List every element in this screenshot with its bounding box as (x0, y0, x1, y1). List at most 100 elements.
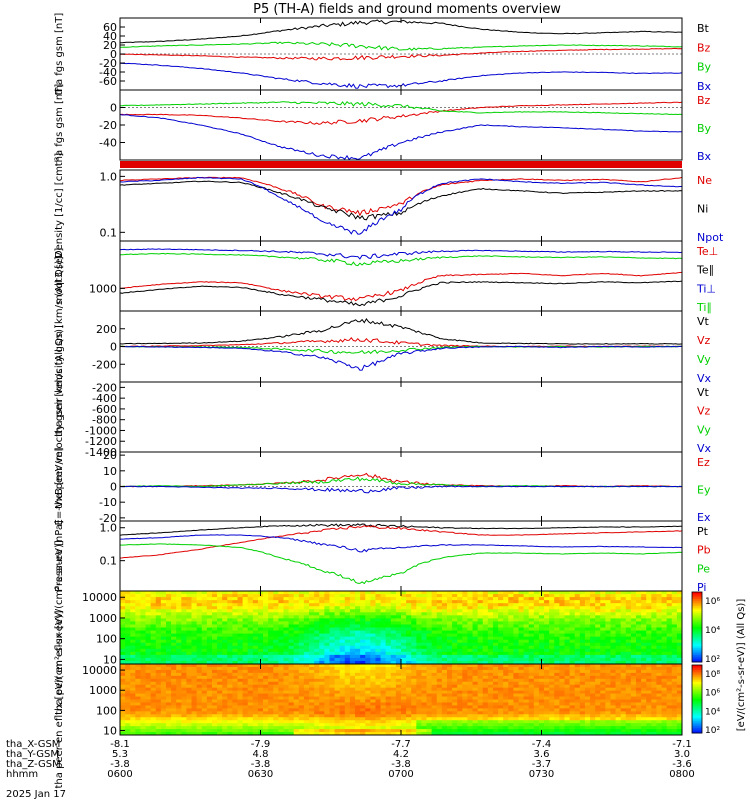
heatmap-cell (227, 681, 233, 686)
heatmap-cell (574, 633, 581, 638)
heatmap-cell (411, 732, 417, 736)
heatmap-cell (365, 618, 371, 622)
heatmap-cell (242, 681, 249, 686)
heatmap-cell (528, 672, 535, 677)
heatmap-cell (564, 639, 570, 644)
heatmap-cell (487, 648, 494, 653)
heatmap-cell (252, 606, 259, 610)
heatmap-cell (503, 606, 509, 610)
heatmap-cell (191, 633, 198, 638)
heatmap-cell (288, 717, 295, 721)
heatmap-cell (196, 660, 203, 665)
heatmap-cell (150, 648, 157, 653)
heatmap-cell (482, 723, 489, 727)
heatmap-cell (656, 627, 662, 631)
heatmap-cell (130, 651, 136, 656)
heatmap-cell (615, 636, 622, 641)
heatmap-cell (492, 636, 499, 641)
heatmap-cell (120, 717, 126, 721)
heatmap-cell (426, 591, 433, 595)
heatmap-cell (452, 708, 458, 712)
heatmap-cell (222, 723, 228, 727)
heatmap-cell (349, 627, 356, 631)
heatmap-cell (426, 639, 433, 644)
series-line-By (120, 41, 683, 51)
heatmap-cell (641, 633, 647, 638)
heatmap-cell (344, 603, 351, 607)
heatmap-cell (120, 699, 126, 703)
heatmap-cell (227, 690, 233, 694)
heatmap-cell (191, 666, 198, 671)
heatmap-cell (620, 639, 627, 644)
heatmap-cell (360, 609, 366, 613)
heatmap-cell (431, 726, 438, 730)
heatmap-cell (518, 651, 525, 656)
heatmap-cell (390, 627, 397, 631)
heatmap-cell (334, 666, 341, 671)
heatmap-cell (477, 726, 484, 730)
series-line-Vx (119, 345, 682, 371)
heatmap-cell (171, 666, 177, 671)
heatmap-cell (125, 615, 131, 619)
heatmap-cell (380, 687, 387, 692)
heatmap-cell (232, 606, 238, 610)
heatmap-cell (518, 681, 525, 686)
heatmap-cell (227, 657, 233, 662)
heatmap-cell (395, 666, 402, 671)
heatmap-cell (206, 675, 213, 680)
heatmap-cell (283, 660, 289, 665)
heatmap-cell (416, 723, 422, 727)
heatmap-cell (283, 690, 289, 694)
heatmap-cell (528, 615, 535, 619)
heatmap-cell (201, 726, 208, 730)
heatmap-cell (120, 666, 126, 671)
heatmap-cell (472, 657, 479, 662)
heatmap-cell (666, 648, 673, 653)
heatmap-cell (446, 693, 453, 697)
heatmap-cell (538, 609, 545, 613)
heatmap-cell (165, 624, 172, 628)
heatmap-cell (564, 726, 570, 730)
heatmap-cell (206, 591, 213, 595)
heatmap-cell (615, 639, 622, 644)
heatmap-cell (155, 612, 162, 616)
heatmap-cell (288, 708, 295, 712)
heatmap-cell (171, 678, 177, 683)
heatmap-cell (365, 675, 371, 680)
heatmap-cell (498, 627, 504, 631)
heatmap-cell (426, 612, 433, 616)
heatmap-cell (431, 672, 438, 677)
heatmap-cell (630, 657, 637, 662)
heatmap-cell (411, 594, 417, 598)
heatmap-cell (564, 603, 570, 607)
heatmap-cell (135, 664, 141, 668)
heatmap-cell (288, 696, 295, 700)
heatmap-cell (671, 642, 678, 647)
heatmap-cell (186, 699, 192, 703)
heatmap-cell (252, 723, 259, 727)
heatmap-cell (518, 720, 525, 724)
heatmap-cell (360, 696, 366, 700)
heatmap-cell (554, 693, 560, 697)
heatmap-cell (538, 696, 545, 700)
heatmap-cell (140, 612, 146, 616)
heatmap-cell (498, 681, 504, 686)
heatmap-cell (365, 597, 371, 601)
legend-entry: Ti∥ (696, 301, 712, 314)
heatmap-cell (620, 636, 627, 641)
heatmap-cell (533, 664, 540, 668)
heatmap-cell (380, 723, 387, 727)
heatmap-cell (549, 642, 555, 647)
heatmap-cell (610, 651, 616, 656)
heatmap-cell (201, 633, 208, 638)
heatmap-cell (135, 696, 141, 700)
heatmap-cell (370, 609, 376, 613)
heatmap-cell (365, 732, 371, 736)
heatmap-cell (252, 675, 259, 680)
heatmap-cell (452, 669, 458, 674)
heatmap-cell (257, 678, 264, 683)
heatmap-cell (630, 594, 637, 598)
heatmap-cell (130, 609, 136, 613)
heatmap-cell (303, 630, 310, 634)
heatmap-cell (211, 624, 218, 628)
